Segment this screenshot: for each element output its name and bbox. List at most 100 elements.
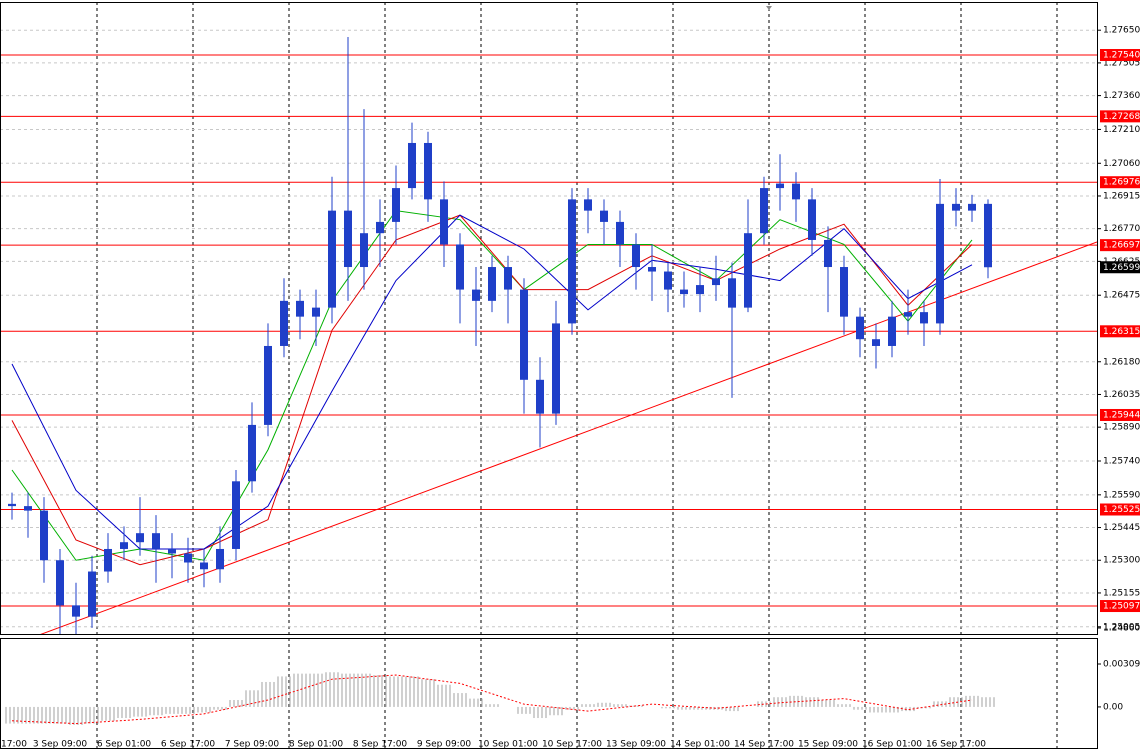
candle-body <box>200 562 208 570</box>
candle-body <box>216 548 224 570</box>
candle-body <box>712 278 720 286</box>
price-label: 1.26599 <box>1103 263 1140 273</box>
candle-body <box>248 424 256 482</box>
candle-body <box>168 548 176 554</box>
macd-signal <box>11 674 973 725</box>
candle-body <box>328 210 336 308</box>
x-tick-label: 6 Sep 01:00 <box>97 740 152 750</box>
level-label: 1.25525 <box>1103 505 1140 515</box>
plot-frame <box>0 2 1098 635</box>
candle-body <box>24 506 32 511</box>
x-tick-label: 8 Sep 01:00 <box>289 740 344 750</box>
candle-body <box>72 605 80 617</box>
candle-body <box>136 533 144 543</box>
level-label: 1.25944 <box>1103 410 1140 420</box>
x-tick-label: 17:00 <box>1 740 27 750</box>
y-tick-label: 1.27210 <box>1103 125 1140 135</box>
candle-body <box>968 203 976 211</box>
level-label-box <box>1100 176 1140 189</box>
y-tick-label: 1.25445 <box>1103 523 1140 533</box>
price-plot <box>0 2 1097 634</box>
candle-body <box>568 199 576 324</box>
candle-body <box>664 271 672 290</box>
candle-body <box>152 533 160 549</box>
candle-body <box>904 312 912 317</box>
y-tick-label: 1.26915 <box>1103 191 1140 201</box>
y-tick-label: 1.25590 <box>1103 490 1140 500</box>
candle-body <box>360 233 368 268</box>
macd-tick-label: 0.003096 <box>1103 660 1140 670</box>
candle-body <box>632 244 640 268</box>
candle-body <box>536 379 544 414</box>
y-tick-label: 1.26180 <box>1103 357 1140 367</box>
y-tick-label: 1.26475 <box>1103 291 1140 301</box>
y-tick-label: 1.25300 <box>1103 556 1140 566</box>
y-tick-label: 1.25155 <box>1103 588 1140 598</box>
candle-body <box>504 267 512 290</box>
candle-body <box>696 285 704 295</box>
level-label-box <box>1100 239 1140 252</box>
level-label: 1.27268 <box>1103 112 1140 122</box>
x-tick-label: 14 Sep 17:00 <box>734 740 794 750</box>
candle-body <box>232 481 240 549</box>
x-tick-label: 16 Sep 01:00 <box>862 740 922 750</box>
candle-body <box>792 183 800 200</box>
x-tick-label: 6 Sep 17:00 <box>161 740 216 750</box>
candle-body <box>728 278 736 308</box>
x-tick-label: 8 Sep 17:00 <box>353 740 408 750</box>
x-tick-label: 10 Sep 01:00 <box>478 740 538 750</box>
candle-body <box>552 323 560 414</box>
candle-body <box>392 188 400 222</box>
y-tick-label: 1.24860 <box>1103 624 1140 634</box>
x-tick-label: 16 Sep 17:00 <box>926 740 986 750</box>
candle-body <box>40 510 48 561</box>
macd-plot <box>5 639 1058 748</box>
candle-body <box>936 203 944 324</box>
y-tick-label: 1.27060 <box>1103 159 1140 169</box>
axes: 1.27650 1.27505 1.27360 1.27210 1.27060 1.269… <box>1 26 1140 750</box>
candle-body <box>8 503 16 507</box>
candle-body <box>952 203 960 211</box>
candle-body <box>56 560 64 606</box>
candle-body <box>376 221 384 234</box>
candle-body <box>744 233 752 308</box>
candle-body <box>520 289 528 380</box>
candle-body <box>408 142 416 189</box>
level-label: 1.25097 <box>1103 602 1140 612</box>
price-label-box <box>1100 261 1140 274</box>
level-label-box <box>1100 408 1140 421</box>
y-tick-label: 1.25890 <box>1103 423 1140 433</box>
y-tick-label: 1.27505 <box>1103 58 1140 68</box>
candle-body <box>88 571 96 617</box>
level-label-box <box>1100 49 1140 62</box>
candle-body <box>824 239 832 268</box>
candle-body <box>264 345 272 425</box>
x-tick-label: 14 Sep 01:00 <box>670 740 730 750</box>
x-tick-label: 10 Sep 17:00 <box>542 740 602 750</box>
x-tick-label: 9 Sep 09:00 <box>417 740 472 750</box>
level-label: 1.26315 <box>1103 327 1140 337</box>
x-tick-label: 7 Sep 09:00 <box>225 740 280 750</box>
y-tick-label: 1.26770 <box>1103 224 1140 234</box>
y-tick-label: 1.26035 <box>1103 390 1140 400</box>
level-label: 1.26697 <box>1103 241 1140 251</box>
level-label-box <box>1100 503 1140 516</box>
candle-body <box>488 267 496 301</box>
y-tick-label: 1.25740 <box>1103 457 1140 467</box>
candle-body <box>184 553 192 563</box>
candle-body <box>472 289 480 301</box>
candle-body <box>840 267 848 317</box>
candle-body <box>888 316 896 346</box>
candle-body <box>280 300 288 346</box>
candle-body <box>760 188 768 234</box>
level-label: 1.26976 <box>1103 178 1140 188</box>
candle-body <box>984 203 992 268</box>
y-tick-label: 1.27360 <box>1103 91 1140 101</box>
candle-body <box>424 142 432 200</box>
x-tick-label: 15 Sep 09:00 <box>798 740 858 750</box>
y-tick-label: 1.27650 <box>1103 26 1140 36</box>
candle-body <box>440 199 448 245</box>
macd-frame <box>0 638 1098 749</box>
